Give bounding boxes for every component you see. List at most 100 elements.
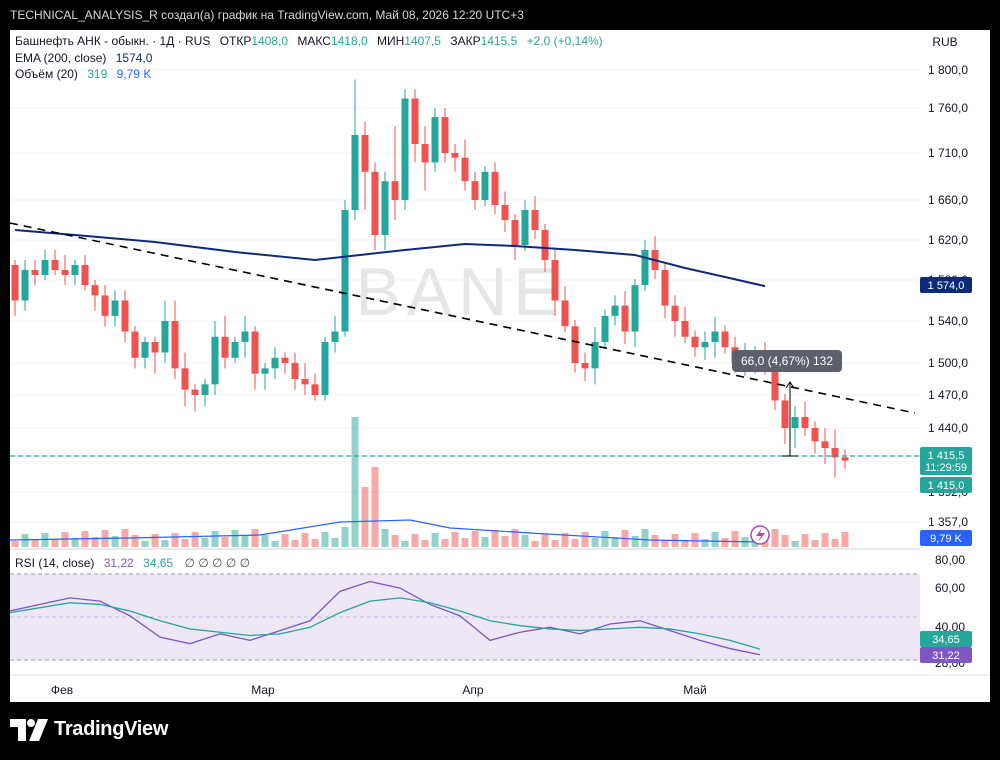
volume-bar: [661, 541, 669, 547]
volume-bar: [11, 541, 19, 547]
candle-body: [241, 331, 249, 342]
volume-bar: [561, 533, 569, 547]
candle-body: [31, 270, 39, 275]
candle-body: [571, 326, 579, 363]
measure-tool[interactable]: 66,0 (4,67%) 132: [732, 350, 842, 457]
candle-body: [621, 305, 629, 332]
volume-bar: [271, 541, 279, 547]
legend-open-label: ОТКР: [220, 34, 252, 48]
candle-body: [801, 417, 809, 428]
candle-body: [11, 265, 19, 301]
volume-bar: [211, 531, 219, 547]
volume-bar: [511, 529, 519, 547]
legend-vol-value2: 9,79 K: [117, 67, 152, 81]
badge-last-price: 1 415,5 11:29:59: [920, 447, 972, 475]
time-axis[interactable]: Фев Мар Апр Май: [10, 674, 990, 697]
volume-bar: [21, 534, 29, 547]
candle-body: [161, 321, 169, 353]
candle-body: [441, 117, 449, 153]
legend-vol-label: Объём (20): [15, 67, 78, 81]
volume-bar: [701, 539, 709, 547]
svg-text:1 574,0: 1 574,0: [928, 280, 965, 292]
volume-bar: [591, 538, 599, 547]
candle-body: [221, 336, 229, 358]
volume-bar: [281, 534, 289, 547]
price-tick-label: 1 540,0: [928, 314, 968, 328]
brand-logo[interactable]: TradingView: [10, 718, 168, 741]
trend-line[interactable]: [10, 222, 916, 414]
volume-bar: [771, 529, 779, 547]
event-icon[interactable]: [750, 525, 770, 545]
volume-bar: [501, 536, 509, 547]
candle-body: [171, 321, 179, 369]
candle-body: [251, 331, 259, 374]
header-caption: TECHNICAL_ANALYSIS_R создал(а) график на…: [10, 8, 524, 22]
volume-bar: [601, 531, 609, 547]
volume-bar: [571, 539, 579, 547]
volume-bar: [461, 538, 469, 547]
rsi-tick-label: 40,00: [935, 620, 965, 634]
price-axis[interactable]: 1 800,01 760,01 710,01 660,01 620,01 580…: [928, 63, 968, 670]
chart-svg[interactable]: BANE 66,0 (4,67%) 132 1 800,0 1 760,0 1 71…: [10, 30, 990, 702]
volume-bar: [531, 541, 539, 547]
volume-bar: [341, 527, 349, 547]
candle-body: [331, 331, 339, 342]
legend-vol-value1: 319: [87, 67, 107, 81]
candle-body: [691, 336, 699, 348]
volume-bar: [331, 538, 339, 547]
candle-body: [671, 305, 679, 321]
volume-bar: [821, 533, 829, 547]
legend-open: 1408,0: [251, 34, 288, 48]
badge-volume: 9,79 K: [920, 530, 972, 546]
price-tick-label: 1 710,0: [928, 146, 968, 160]
legend: Башнефть АНК - обыкн. · 1Д · RUS ОТКР140…: [15, 34, 603, 570]
candle-body: [181, 368, 189, 390]
volume-bar: [361, 487, 369, 547]
candle-body: [151, 342, 159, 353]
candle-body: [791, 417, 799, 428]
footer-bar: [0, 702, 1000, 760]
volume-bar: [841, 532, 849, 547]
symbol-watermark: BANE: [355, 254, 564, 330]
volume-bar: [321, 532, 329, 547]
legend-low: 1407,5: [404, 34, 441, 48]
legend-close: 1415,5: [481, 34, 518, 48]
rsi-value: 31,22: [104, 556, 134, 570]
chart-card[interactable]: BANE 66,0 (4,67%) 132 1 800,0 1 760,0 1 71…: [10, 30, 990, 702]
volume-bar: [721, 538, 729, 547]
time-label: Апр: [462, 683, 484, 697]
candle-body: [831, 448, 839, 458]
candle-body: [531, 210, 539, 230]
svg-text:Объём (20) 319: Объём (20) 319 9,79 K: [15, 67, 151, 81]
legend-symbol: Башнефть АНК - обыкн. · 1Д · RUS: [15, 34, 210, 48]
volume-ma-line: [10, 519, 761, 543]
volume-bar: [131, 535, 139, 547]
brand-name: TradingView: [54, 718, 169, 740]
volume-bar: [181, 539, 189, 547]
price-tick-label: 1 800,0: [928, 63, 968, 77]
volume-bar: [731, 531, 739, 547]
price-tick-label: 1 440,0: [928, 421, 968, 435]
price-grid: [10, 69, 920, 523]
candle-body: [381, 181, 389, 235]
volume-bar: [351, 417, 359, 547]
volume-bar: [141, 541, 149, 547]
volume-bar: [91, 537, 99, 547]
volume-bar: [381, 529, 389, 547]
candle-body: [611, 305, 619, 316]
candle-body: [201, 384, 209, 395]
candle-body: [701, 342, 709, 348]
candle-body: [191, 389, 199, 395]
candle-body: [491, 171, 499, 205]
volume-bar: [521, 535, 529, 547]
candle-body: [91, 285, 99, 296]
volume-bar: [441, 539, 449, 547]
volume-bars: [11, 417, 849, 547]
candle-body: [811, 428, 819, 442]
countdown-timer: 11:29:59: [925, 462, 967, 474]
volume-bar: [791, 541, 799, 547]
candle-body: [41, 260, 49, 275]
badge-rsi-signal: 34,65: [920, 631, 972, 647]
currency-label: RUB: [932, 35, 957, 49]
legend-low-label: МИН: [377, 34, 404, 48]
